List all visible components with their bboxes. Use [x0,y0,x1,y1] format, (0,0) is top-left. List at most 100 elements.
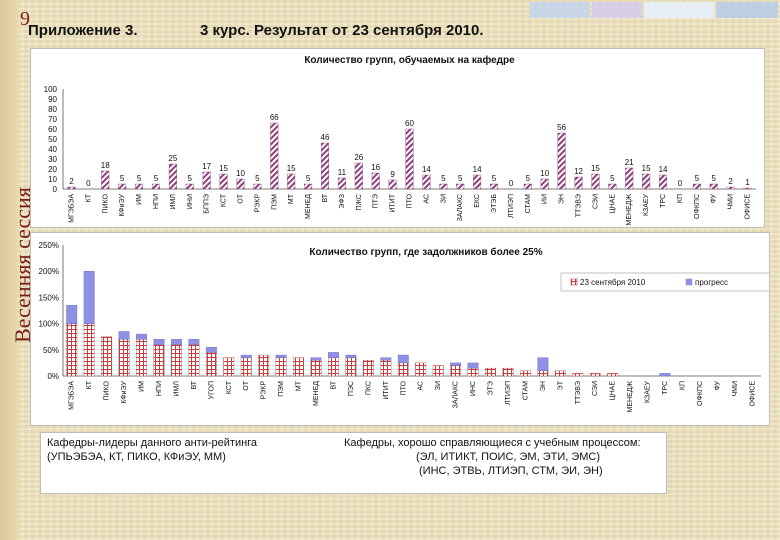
category-label: КФиЭУ [121,380,128,403]
category-label: НПИ [156,381,163,396]
category-label: ПЭМ [271,194,278,210]
data-label: 0 [509,179,514,188]
bar-29 [557,132,566,190]
category-label: СЭИ [592,194,599,209]
data-label: 56 [557,123,566,132]
bar-20 [405,128,414,190]
data-label: 5 [154,174,159,183]
category-label: СТАМ [525,194,532,214]
y-tick-label: 100 [44,85,58,94]
bar-series1-17 [362,360,374,377]
data-label: 14 [659,165,668,174]
legend-label: 23 сентября 2010 [580,278,646,287]
bar-series1-23 [467,367,479,377]
bar-series1-12 [275,357,287,377]
category-label: ЧМИ [732,381,739,397]
bar-4 [135,183,144,190]
bar-series1-5 [153,344,165,377]
category-label: МЕНЕД [313,381,320,406]
data-label: 18 [101,161,110,170]
bar-series1-22 [450,365,462,377]
category-label: ЛТИЭП [508,194,515,218]
category-label: ИТИТ [383,380,390,399]
category-label: ЗАЛАКС [453,381,460,408]
bar-series1-15 [328,357,339,377]
bar-39 [726,186,735,190]
bar-series1-19 [397,362,409,377]
bar-series2-22 [450,362,462,366]
data-label: 5 [306,174,311,183]
category-label: ЭФЗ [339,194,346,209]
y-tick-label: 150% [39,293,59,302]
bar-series1-18 [380,360,392,377]
bar-28 [540,178,549,190]
bar-0 [67,186,76,190]
category-label: ТРС [660,194,667,208]
category-label: МЕНЕД [305,194,312,219]
bar-12 [270,122,279,190]
notes-right-line1: Кафедры, хорошо справляющиеся с учебным … [344,437,641,449]
category-label: ПИКО [104,380,111,400]
category-label: ЦНАЕ [609,194,616,214]
data-label: 5 [712,174,717,183]
bar-8 [202,171,211,190]
data-label: 14 [422,165,431,174]
category-label: КТ [86,380,93,389]
data-label: 5 [526,174,531,183]
bar-series2-4 [136,333,147,340]
data-label: 5 [137,174,142,183]
notes-box: Кафедры-лидеры данного анти-рейтинга (УП… [40,432,667,494]
y-tick-label: 40 [48,145,57,154]
bar-series1-29 [572,373,584,377]
bar-9 [219,173,228,190]
category-label: ИМЛ [173,381,180,397]
decor-block-3 [644,2,714,18]
y-tick-label: 0 [53,185,58,194]
category-label: ПЭМ [278,381,285,397]
y-tick-label: 250% [39,241,59,250]
category-label: КТ [85,193,92,202]
category-label: КФиЭУ [119,193,126,216]
data-label: 1 [745,178,750,187]
bar-24 [473,174,482,190]
top-right-decor [520,0,780,18]
category-label: ЧМИ [728,194,735,210]
bar-37 [692,183,701,190]
bar-19 [388,179,397,190]
chart-panel-groups: Количество групп, обучаемых на кафедре 10… [30,48,765,228]
category-label: ИМЛ [170,194,177,210]
category-label: УГОП [208,381,215,399]
y-tick-label: 80 [48,105,57,114]
category-label: ВТ [330,380,337,389]
appendix-label: Приложение 3. [28,22,138,39]
bar-5 [151,183,160,190]
bar-series2-0 [66,305,78,324]
y-tick-label: 60 [48,125,57,134]
category-label: СЭИ [592,381,599,396]
data-label: 15 [642,164,651,173]
category-label: КП [677,194,684,203]
bar-30 [574,176,583,190]
bar-series1-10 [240,357,252,377]
category-label: МЕНЕДЖ [626,193,633,225]
bar-series1-0 [66,323,78,377]
bar-series1-25 [502,367,514,377]
data-label: 66 [270,113,279,122]
chart-title: Количество групп, обучаемых на кафедре [304,54,515,66]
bar-series1-4 [136,339,147,377]
category-label: ОФКПС [694,194,701,219]
bar-series1-2 [101,336,113,377]
bar-series2-3 [118,331,130,340]
bar-series1-20 [415,362,427,377]
bar-11 [253,183,262,190]
category-label: КСТ [226,380,233,394]
category-label: ОТ [237,193,244,203]
page-title: 3 курс. Результат от 23 сентября 2010. [200,22,484,39]
category-label: ОФИСЕ [749,381,756,407]
category-label: ФУ [714,380,721,390]
category-label: ВТ [191,380,198,389]
category-label: ИНС [470,381,477,396]
slide-number: 9 [20,8,30,30]
y-tick-label: 70 [48,115,57,124]
category-label: ЗАЛАКС [457,194,464,221]
